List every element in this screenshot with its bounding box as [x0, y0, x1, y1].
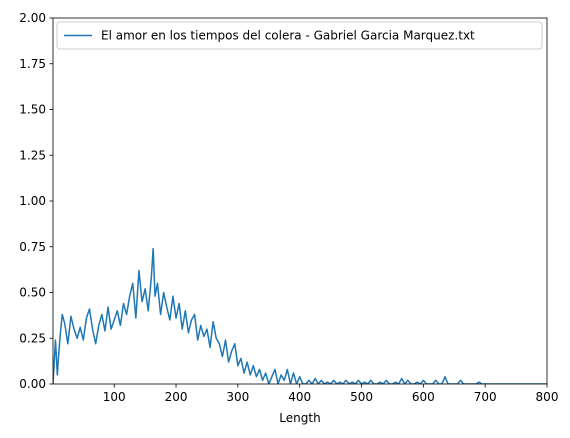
x-tick-label: 400: [288, 390, 311, 404]
x-tick-label: 600: [412, 390, 435, 404]
x-tick-label: 800: [536, 390, 559, 404]
y-tick-label: 1.25: [19, 148, 46, 162]
x-tick-label: 100: [103, 390, 126, 404]
x-tick-label: 700: [474, 390, 497, 404]
legend: El amor en los tiempos del colera - Gabr…: [57, 22, 542, 49]
y-tick-label: 0.25: [19, 331, 46, 345]
y-tick-label: 1.50: [19, 103, 46, 117]
y-tick-label: 1.75: [19, 57, 46, 71]
y-tick-label: 0.50: [19, 286, 46, 300]
plot-area: [53, 18, 547, 384]
legend-label: El amor en los tiempos del colera - Gabr…: [101, 29, 475, 43]
y-tick-label: 0.75: [19, 240, 46, 254]
x-tick-label: 500: [350, 390, 373, 404]
y-tick-label: 1.00: [19, 194, 46, 208]
x-tick-label: 200: [165, 390, 188, 404]
x-axis-label: Length: [279, 411, 320, 425]
y-tick-label: 0.00: [19, 377, 46, 391]
x-tick-label: 300: [226, 390, 249, 404]
plot-background: [53, 18, 547, 384]
y-tick-label: 2.00: [19, 11, 46, 25]
